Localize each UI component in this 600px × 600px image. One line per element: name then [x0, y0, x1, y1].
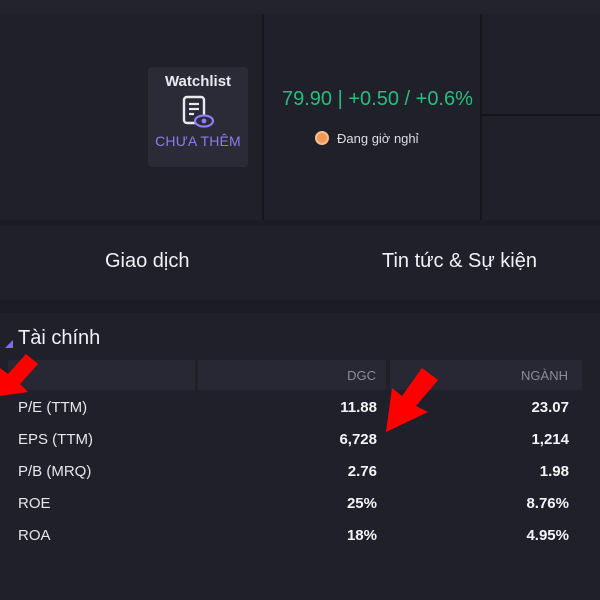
section-title: Tài chính	[18, 327, 101, 349]
dgc-value: 18%	[346, 527, 377, 544]
industry-value: 4.95%	[526, 527, 569, 544]
industry-value: 8.76%	[526, 495, 569, 512]
table-row: ROE 25% 8.76%	[0, 488, 600, 520]
dgc-value: 11.88	[340, 399, 377, 416]
divider	[480, 14, 482, 220]
tab-news-events[interactable]: Tin tức & Sự kiện	[382, 250, 537, 272]
watchlist-button[interactable]: Watchlist CHƯA THÊM	[148, 67, 248, 167]
watchlist-title: Watchlist	[164, 73, 232, 90]
dgc-value: 6,728	[339, 431, 377, 448]
row-label: ROE	[18, 495, 51, 512]
table-row: ROA 18% 4.95%	[0, 520, 600, 552]
watchlist-status: CHƯA THÊM	[155, 133, 241, 149]
top-strip	[0, 0, 600, 14]
annotation-arrow-left	[0, 354, 38, 396]
tabs-bar: Giao dịch Tin tức & Sự kiện	[0, 226, 600, 300]
corner-mark	[5, 340, 13, 348]
status-dot-icon	[315, 131, 329, 145]
info-panel: Watchlist CHƯA THÊM 79.90 | +0.50 / +0.6…	[0, 14, 600, 220]
table-header-cell	[198, 360, 386, 390]
row-label: P/E (TTM)	[18, 399, 88, 416]
watchlist-eye-icon	[182, 95, 215, 128]
industry-value: 1.98	[539, 463, 569, 480]
column-header-dgc: DGC	[347, 368, 376, 383]
row-label: EPS (TTM)	[18, 431, 93, 448]
annotation-arrow-center	[386, 368, 438, 432]
dgc-value: 25%	[346, 495, 377, 512]
divider	[482, 114, 600, 116]
market-status: Đang giờ nghỉ	[315, 129, 419, 147]
industry-value: 1,214	[531, 431, 569, 448]
divider	[262, 14, 264, 220]
column-header-nganh: NGÀNH	[521, 368, 568, 383]
dgc-value: 2.76	[347, 463, 377, 480]
row-label: ROA	[18, 527, 51, 544]
price-change: 79.90 | +0.50 / +0.6%	[282, 88, 473, 110]
industry-value: 23.07	[531, 399, 569, 416]
table-row: P/E (TTM) 11.88 23.07	[0, 392, 600, 424]
tab-trading[interactable]: Giao dịch	[105, 250, 190, 272]
table-row: P/B (MRQ) 2.76 1.98	[0, 456, 600, 488]
table-header-cell	[8, 360, 195, 390]
finance-section: Tài chính DGC NGÀNH P/E (TTM) 11.88 23.0…	[0, 313, 600, 600]
market-status-text: Đang giờ nghỉ	[337, 130, 419, 146]
row-label: P/B (MRQ)	[18, 463, 92, 480]
table-row: EPS (TTM) 6,728 1,214	[0, 424, 600, 456]
